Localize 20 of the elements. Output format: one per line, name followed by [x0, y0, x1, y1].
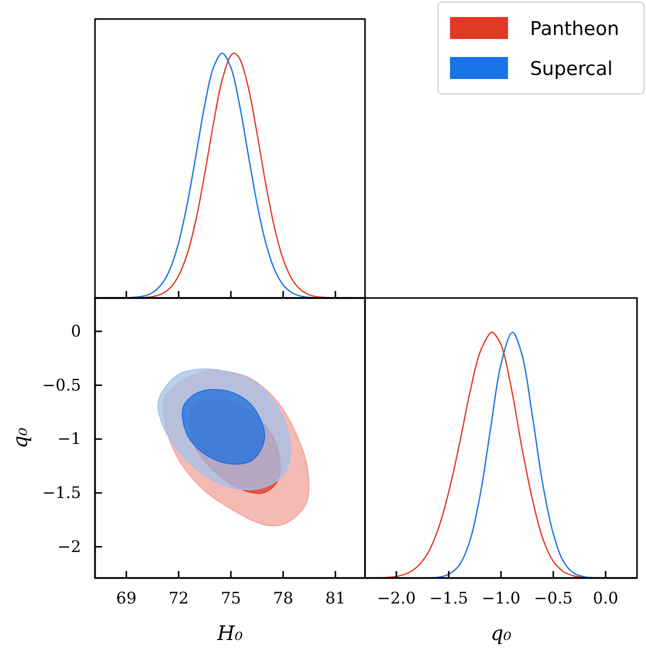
y-axis-title: q₀: [8, 428, 32, 448]
x-tick-label: −0.5: [534, 588, 573, 608]
y-tick-label: −1.5: [42, 483, 81, 502]
y-tick-label: −0.5: [42, 375, 81, 394]
x-tick-label: 81: [325, 588, 346, 608]
x-axis-title: q₀: [490, 621, 512, 645]
y-tick-label: −1: [57, 429, 81, 448]
x-tick-label: 69: [116, 588, 137, 608]
legend-label: Supercal: [530, 58, 613, 80]
y-tick-label: 0: [70, 322, 81, 341]
x-tick-label: 0.0: [592, 588, 618, 608]
x-tick-label: −1.5: [429, 588, 468, 608]
x-tick-label: −2.0: [376, 588, 416, 608]
x-tick-label: 78: [272, 588, 294, 608]
x-tick-label: −1.0: [482, 588, 520, 608]
x-axis-title: H₀: [216, 621, 243, 645]
x-tick-label: 75: [220, 588, 242, 608]
y-tick-label: −2: [57, 536, 81, 556]
legend-label: Pantheon: [530, 18, 620, 40]
x-tick-label: 72: [168, 588, 189, 608]
